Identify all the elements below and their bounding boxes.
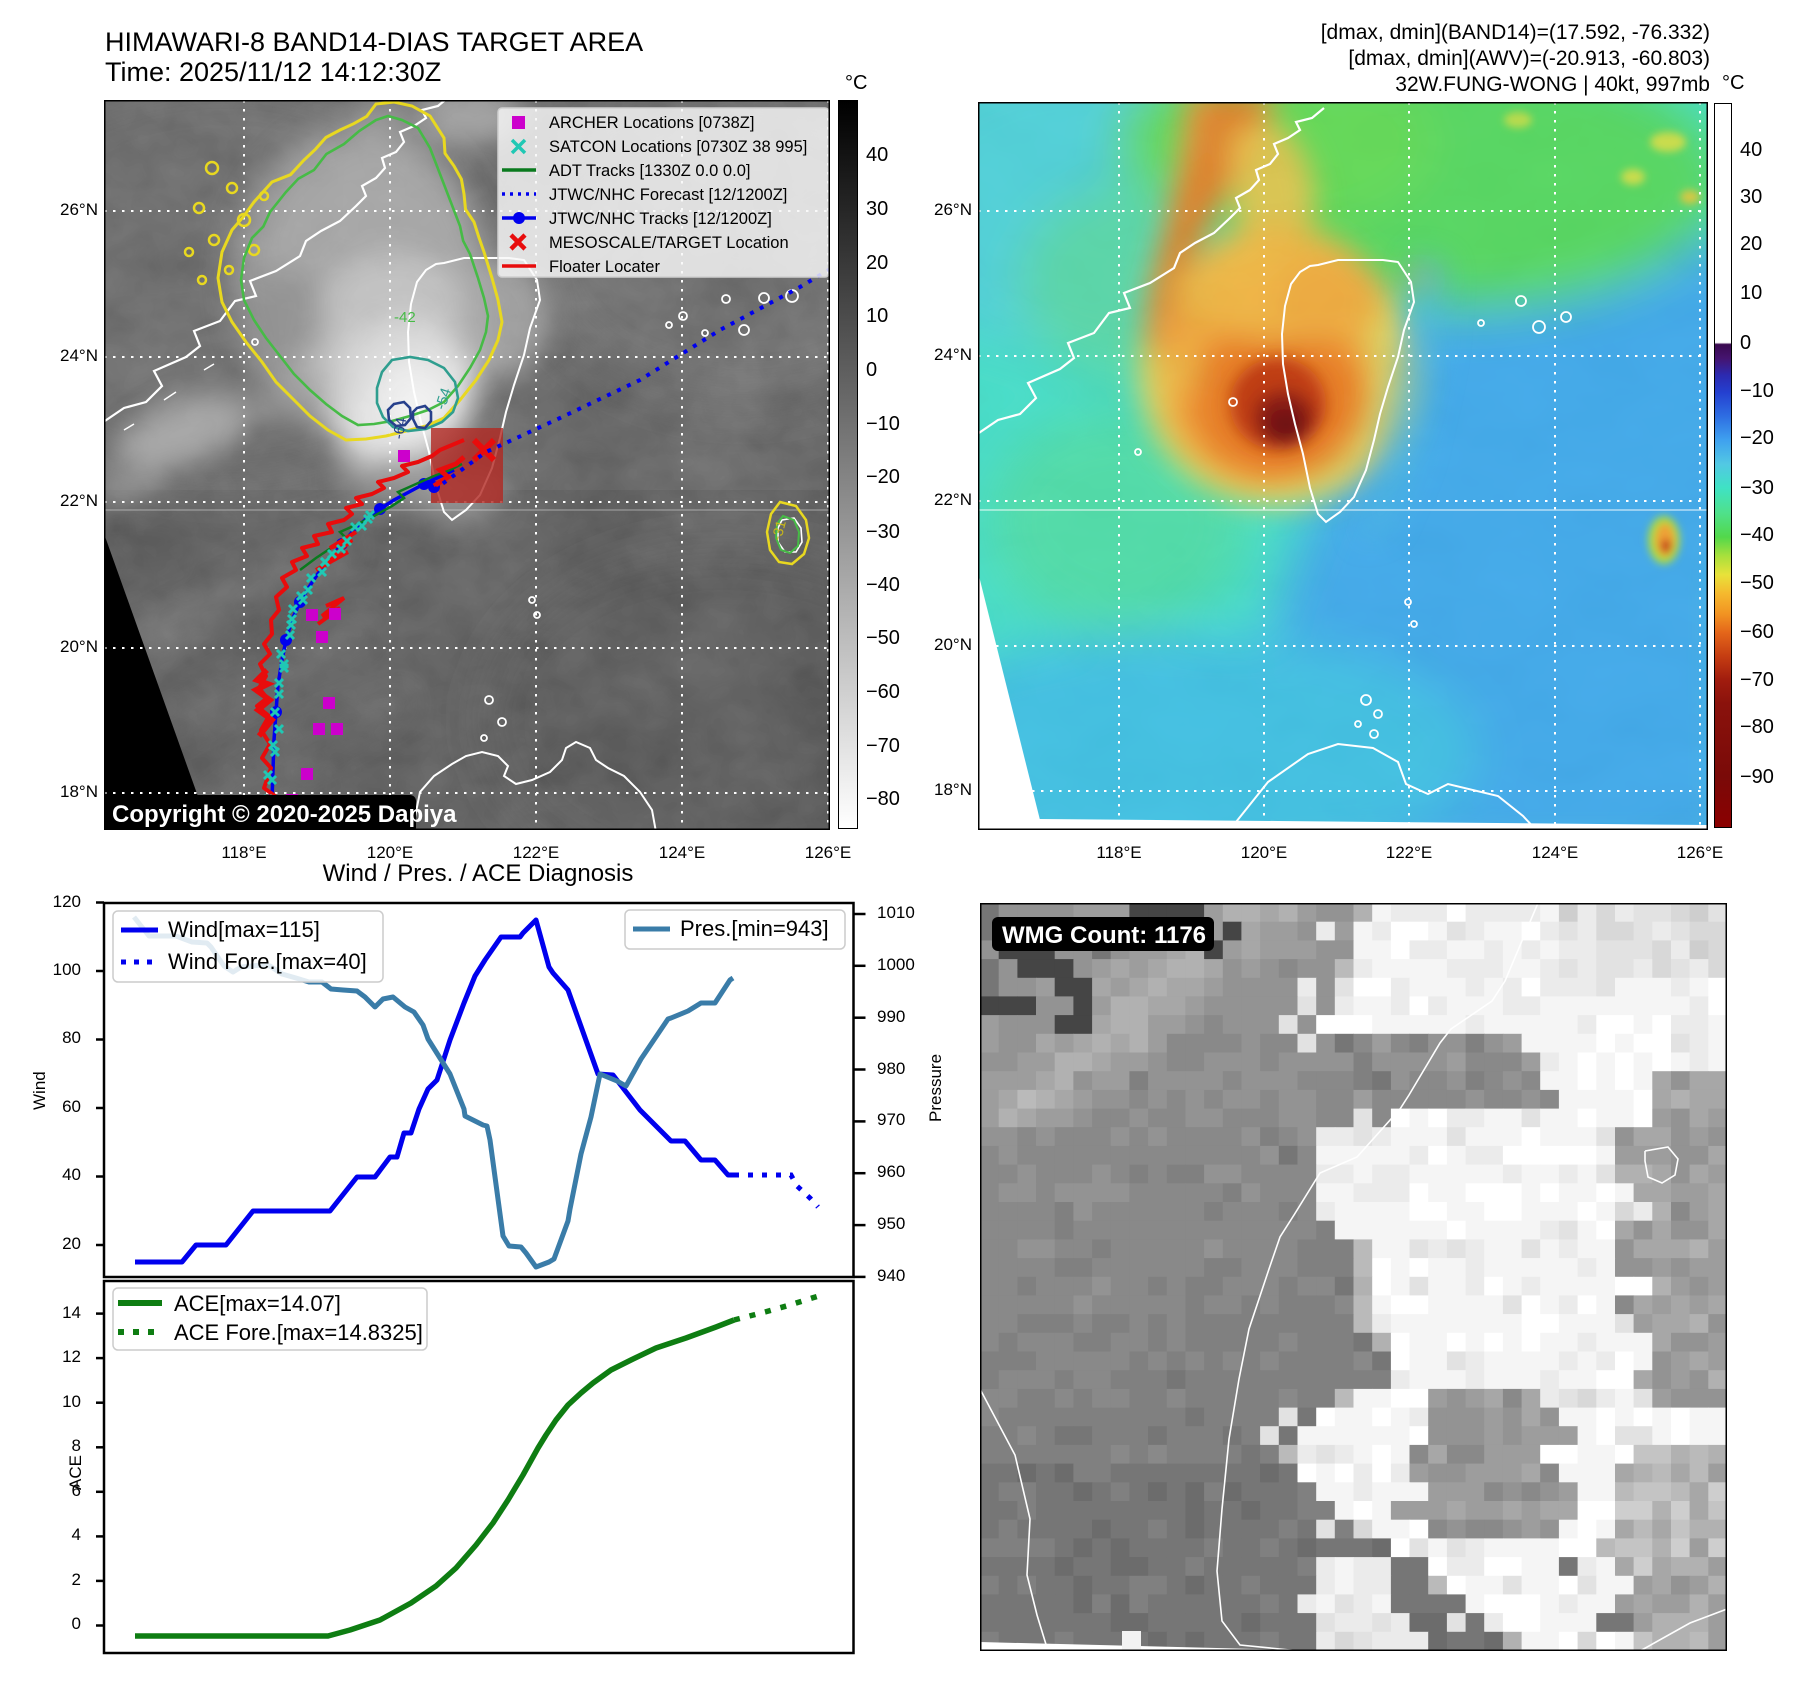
svg-text:-31: -31 xyxy=(768,518,789,542)
svg-text:ACE[max=14.07]: ACE[max=14.07] xyxy=(174,1291,341,1316)
svg-text:Floater Locater: Floater Locater xyxy=(549,258,660,276)
svg-text:MESOSCALE/TARGET Location: MESOSCALE/TARGET Location xyxy=(549,234,789,252)
svg-text:JTWC/NHC Forecast [12/1200Z]: JTWC/NHC Forecast [12/1200Z] xyxy=(549,186,787,204)
svg-text:Wind[max=115]: Wind[max=115] xyxy=(168,917,320,942)
svg-text:JTWC/NHC Tracks [12/1200Z]: JTWC/NHC Tracks [12/1200Z] xyxy=(549,210,772,228)
svg-text:-54: -54 xyxy=(432,386,455,412)
svg-text:-42: -42 xyxy=(394,309,416,326)
svg-text:WMG Count: 1176: WMG Count: 1176 xyxy=(1002,922,1206,949)
svg-text:Pres.[min=943]: Pres.[min=943] xyxy=(680,916,829,941)
svg-text:ACE Fore.[max=14.8325]: ACE Fore.[max=14.8325] xyxy=(174,1320,423,1345)
svg-text:Wind Fore.[max=40]: Wind Fore.[max=40] xyxy=(168,949,367,974)
svg-text:ARCHER Locations [0738Z]: ARCHER Locations [0738Z] xyxy=(549,114,754,132)
svg-text:SATCON Locations [0730Z 38 995: SATCON Locations [0730Z 38 995] xyxy=(549,138,807,156)
svg-text:-64: -64 xyxy=(390,416,411,440)
svg-text:ADT Tracks [1330Z 0.0 0.0]: ADT Tracks [1330Z 0.0 0.0] xyxy=(549,162,750,180)
svg-text:Copyright © 2020-2025 Dapiya: Copyright © 2020-2025 Dapiya xyxy=(112,801,457,828)
